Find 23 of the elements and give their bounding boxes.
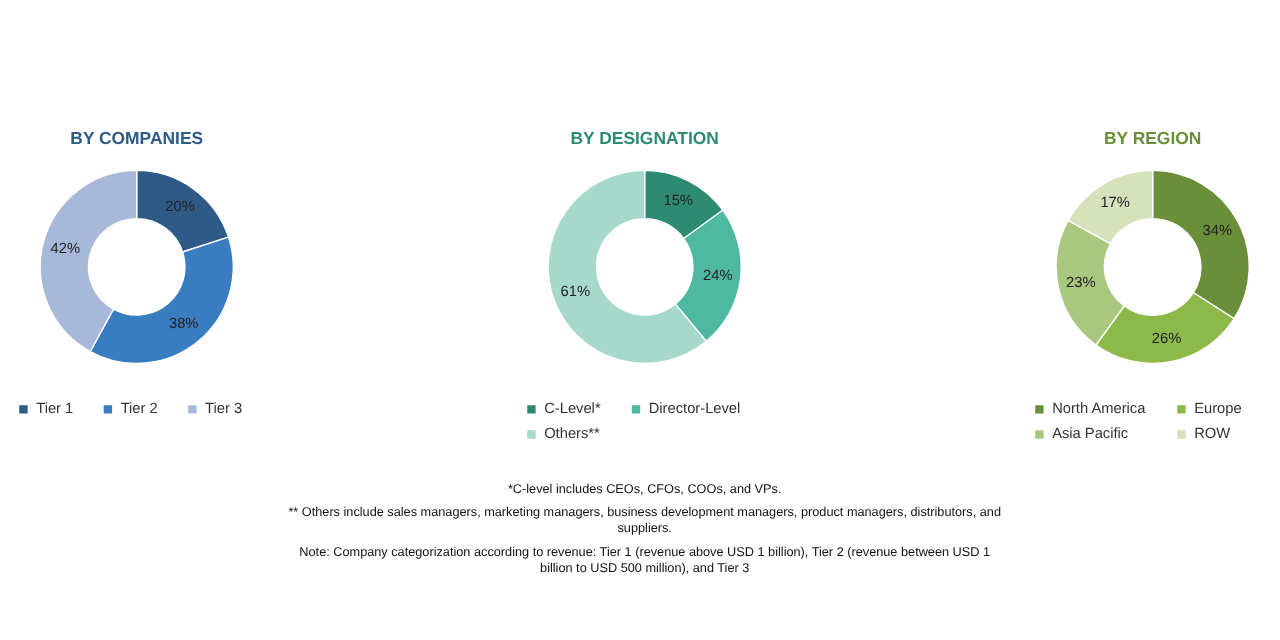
legend-label: North America xyxy=(1052,399,1148,418)
legend-label: Tier 2 xyxy=(120,399,158,418)
data-label: 61% xyxy=(560,281,591,300)
data-label: 15% xyxy=(663,191,694,210)
legend-label: Europe xyxy=(1194,399,1242,418)
legend-label: Asia Pacific xyxy=(1052,424,1129,443)
data-label: 20% xyxy=(165,197,196,216)
data-label: 42% xyxy=(50,238,81,257)
chart-title: BY REGION xyxy=(1103,128,1202,149)
chart-title: BY COMPANIES xyxy=(70,128,204,149)
data-label: 23% xyxy=(1065,273,1097,292)
legend-label: Tier 3 xyxy=(205,399,243,418)
data-label: 24% xyxy=(703,266,734,285)
data-label: 26% xyxy=(1151,329,1183,348)
legend-label: C-Level* xyxy=(544,399,601,418)
data-label: 38% xyxy=(168,313,200,332)
legend-label: ROW xyxy=(1194,424,1231,443)
legend-label: Tier 1 xyxy=(36,399,74,418)
data-label: 17% xyxy=(1100,193,1131,212)
legend-label: Others** xyxy=(544,424,601,443)
legend-label: Director-Level xyxy=(648,399,742,418)
chart-title: BY DESIGNATION xyxy=(570,128,719,149)
data-label: 34% xyxy=(1202,221,1233,240)
